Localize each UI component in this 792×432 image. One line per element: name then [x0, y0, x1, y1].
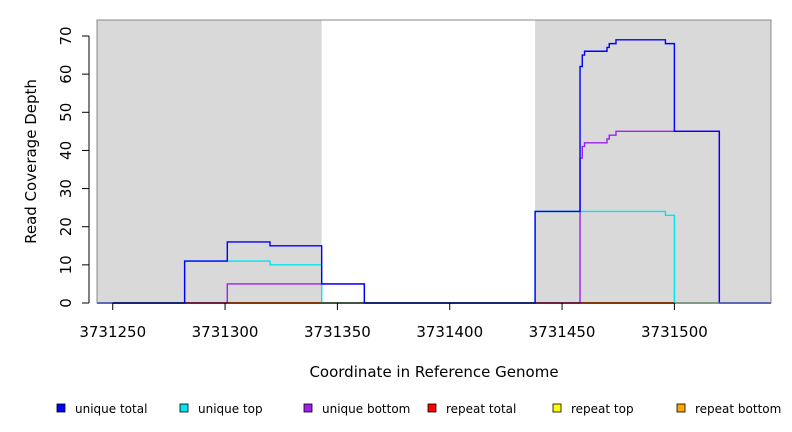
- x-tick-label: 3731450: [529, 323, 596, 341]
- legend-label: unique total: [75, 402, 147, 416]
- legend-item-unique-bottom: unique bottom: [303, 402, 410, 416]
- x-tick-label: 3731500: [641, 323, 708, 341]
- x-tick-label: 3731400: [416, 323, 483, 341]
- legend-item-repeat-total: repeat total: [427, 402, 516, 416]
- x-tick-label: 3731350: [304, 323, 371, 341]
- y-tick-label: 40: [57, 141, 75, 160]
- y-tick-label: 70: [57, 26, 75, 45]
- legend-swatch: [56, 403, 66, 413]
- legend-label: unique top: [198, 402, 263, 416]
- x-tick-label: 3731300: [192, 323, 259, 341]
- y-tick-label: 0: [57, 298, 75, 308]
- legend-item-unique-top: unique top: [179, 402, 263, 416]
- legend-item-repeat-top: repeat top: [552, 402, 634, 416]
- legend-label: repeat top: [571, 402, 634, 416]
- x-tick-label: 3731250: [79, 323, 146, 341]
- legend: unique total unique top unique bottom repea…: [56, 402, 781, 416]
- legend-item-unique-total: unique total: [56, 402, 147, 416]
- x-axis-label: Coordinate in Reference Genome: [309, 363, 558, 381]
- y-tick-label: 20: [57, 217, 75, 236]
- legend-swatch: [676, 403, 686, 413]
- highlight-regions: [321, 20, 536, 303]
- x-axis: 3731250 3731300 3731350 3731400 3731450 37315…: [79, 302, 708, 341]
- highlight-region-0: [321, 20, 536, 303]
- legend-label: repeat bottom: [695, 402, 781, 416]
- y-axis-label: Read Coverage Depth: [22, 79, 40, 244]
- legend-label: unique bottom: [322, 402, 410, 416]
- legend-swatch: [427, 403, 437, 413]
- legend-item-repeat-bottom: repeat bottom: [676, 402, 781, 416]
- y-axis: 0 10 20 30 40 50 60 70: [57, 26, 90, 308]
- legend-swatch: [552, 403, 562, 413]
- legend-swatch: [179, 403, 189, 413]
- y-tick-label: 60: [57, 65, 75, 84]
- y-tick-label: 30: [57, 179, 75, 198]
- series-unique-total: [97, 39, 771, 304]
- y-tick-label: 10: [57, 255, 75, 274]
- legend-swatch: [303, 403, 313, 413]
- y-tick-label: 50: [57, 103, 75, 122]
- legend-label: repeat total: [446, 402, 516, 416]
